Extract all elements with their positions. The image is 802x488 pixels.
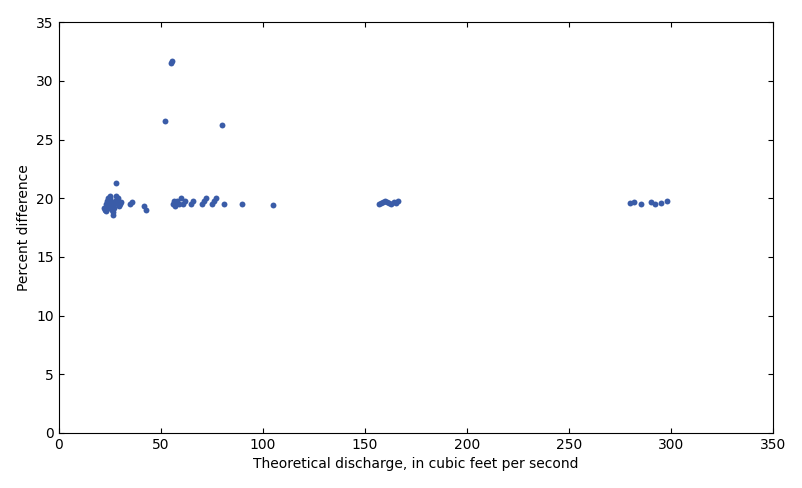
Point bbox=[109, 192, 122, 200]
Point bbox=[102, 200, 115, 208]
Point bbox=[166, 200, 179, 208]
Point bbox=[187, 197, 200, 204]
Point bbox=[376, 198, 389, 205]
Point bbox=[647, 200, 660, 208]
Point bbox=[111, 194, 124, 202]
Point bbox=[103, 194, 116, 202]
Point bbox=[184, 200, 197, 208]
Point bbox=[113, 200, 126, 208]
Point bbox=[99, 207, 112, 215]
Point bbox=[380, 198, 393, 205]
Point bbox=[138, 203, 151, 210]
Point bbox=[168, 197, 180, 204]
Point bbox=[103, 203, 115, 211]
Point bbox=[164, 60, 177, 67]
Point bbox=[391, 197, 403, 204]
Point bbox=[266, 202, 279, 209]
Point bbox=[236, 200, 249, 208]
Point bbox=[107, 211, 119, 219]
Point bbox=[375, 199, 387, 207]
Point bbox=[111, 197, 124, 204]
Point bbox=[627, 198, 640, 205]
Point bbox=[110, 179, 123, 187]
Point bbox=[114, 198, 127, 205]
Point bbox=[372, 200, 385, 208]
Point bbox=[158, 117, 171, 124]
Point bbox=[106, 208, 119, 216]
Point bbox=[106, 206, 119, 214]
Point bbox=[217, 200, 230, 208]
Point bbox=[108, 200, 121, 208]
Point bbox=[175, 194, 188, 202]
Point bbox=[172, 200, 185, 208]
Point bbox=[209, 194, 222, 202]
Point bbox=[140, 206, 152, 214]
Point bbox=[104, 198, 117, 205]
Point bbox=[383, 199, 395, 207]
Point bbox=[108, 197, 121, 204]
Point bbox=[165, 57, 178, 65]
Point bbox=[176, 200, 189, 208]
Point bbox=[99, 200, 112, 208]
Point bbox=[205, 200, 218, 208]
Point bbox=[179, 197, 192, 204]
Point bbox=[387, 198, 399, 205]
Point bbox=[654, 199, 666, 207]
Point bbox=[171, 197, 184, 204]
Point bbox=[197, 197, 210, 204]
Point bbox=[215, 122, 228, 129]
Point bbox=[105, 200, 118, 208]
Point bbox=[111, 200, 124, 208]
Point bbox=[98, 206, 111, 214]
Point bbox=[124, 200, 136, 208]
Point bbox=[623, 199, 636, 207]
Point bbox=[126, 198, 139, 205]
Point bbox=[103, 192, 115, 200]
Point bbox=[389, 199, 402, 207]
Point bbox=[207, 197, 220, 204]
Point bbox=[112, 203, 125, 210]
Point bbox=[97, 203, 110, 211]
Point bbox=[168, 203, 181, 210]
Point bbox=[379, 197, 391, 204]
Point bbox=[634, 200, 646, 208]
Point bbox=[384, 200, 397, 208]
Point bbox=[105, 203, 118, 211]
Point bbox=[100, 197, 113, 204]
Point bbox=[660, 197, 673, 204]
Point bbox=[195, 200, 208, 208]
Point bbox=[101, 194, 114, 202]
Point bbox=[199, 194, 212, 202]
Point bbox=[107, 203, 120, 211]
Point bbox=[643, 198, 656, 205]
X-axis label: Theoretical discharge, in cubic feet per second: Theoretical discharge, in cubic feet per… bbox=[253, 457, 578, 471]
Y-axis label: Percent difference: Percent difference bbox=[17, 164, 30, 291]
